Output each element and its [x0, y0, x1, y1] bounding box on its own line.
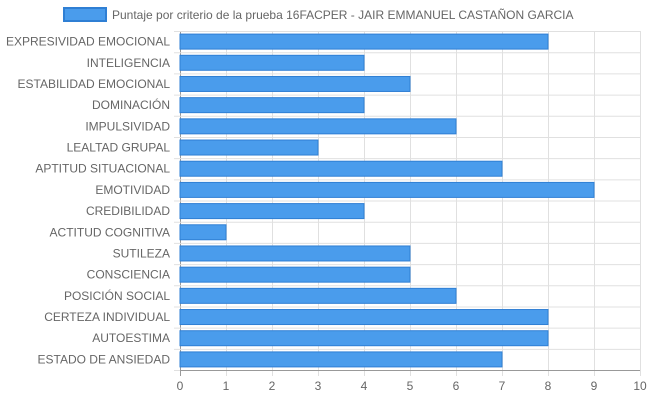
- bar[interactable]: [179, 118, 457, 135]
- category-label: ESTADO DE ANSIEDAD: [38, 352, 171, 366]
- category-label: POSICIÓN SOCIAL: [64, 288, 170, 303]
- bar[interactable]: [179, 287, 457, 304]
- bar[interactable]: [179, 203, 365, 220]
- x-tick-label: 8: [545, 379, 552, 393]
- x-tick-label: 6: [453, 379, 460, 393]
- category-label: CERTEZA INDIVIDUAL: [44, 310, 170, 324]
- bar[interactable]: [179, 139, 319, 156]
- x-tick-label: 3: [315, 379, 322, 393]
- bar[interactable]: [179, 97, 365, 114]
- category-label: EXPRESIVIDAD EMOCIONAL: [6, 35, 170, 49]
- bar[interactable]: [179, 245, 411, 262]
- bar[interactable]: [179, 309, 549, 326]
- bars: [179, 33, 595, 368]
- category-label: LEALTAD GRUPAL: [67, 141, 171, 155]
- legend-swatch[interactable]: [63, 7, 107, 22]
- bar[interactable]: [179, 351, 503, 368]
- category-label: AUTOESTIMA: [92, 331, 170, 345]
- category-label: SUTILEZA: [113, 246, 170, 260]
- bar[interactable]: [179, 160, 503, 177]
- bar[interactable]: [179, 330, 549, 347]
- category-label: DOMINACIÓN: [92, 97, 170, 112]
- legend[interactable]: Puntaje por criterio de la prueba 16FACP…: [63, 7, 574, 22]
- x-tick-label: 4: [361, 379, 368, 393]
- bar[interactable]: [179, 224, 227, 241]
- category-labels: EXPRESIVIDAD EMOCIONAL INTELIGENCIA ESTABI…: [6, 35, 170, 367]
- bar[interactable]: [179, 33, 549, 50]
- bar[interactable]: [179, 54, 365, 71]
- legend-label[interactable]: Puntaje por criterio de la prueba 16FACP…: [112, 8, 574, 22]
- bar[interactable]: [179, 266, 411, 283]
- category-label: EMOTIVIDAD: [95, 183, 170, 197]
- category-label: INTELIGENCIA: [87, 56, 170, 70]
- x-tick-label: 5: [407, 379, 414, 393]
- bar[interactable]: [179, 181, 595, 198]
- category-label: ESTABILIDAD EMOCIONAL: [18, 77, 171, 91]
- x-tick-label: 2: [269, 379, 276, 393]
- x-tick-label: 1: [223, 379, 230, 393]
- category-label: CREDIBILIDAD: [86, 204, 170, 218]
- bar[interactable]: [179, 75, 411, 92]
- x-tick-label: 7: [499, 379, 506, 393]
- x-axis-ticks: 0 1 2 3 4 5 6 7 8 9 10: [177, 379, 647, 393]
- category-label: IMPULSIVIDAD: [85, 119, 170, 133]
- category-label: CONSCIENCIA: [87, 268, 170, 282]
- x-tick-label: 9: [591, 379, 598, 393]
- x-tick-label: 0: [177, 379, 184, 393]
- x-tick-label: 10: [633, 379, 647, 393]
- category-label: ACTITUD COGNITIVA: [50, 225, 170, 239]
- category-label: APTITUD SITUACIONAL: [35, 162, 170, 176]
